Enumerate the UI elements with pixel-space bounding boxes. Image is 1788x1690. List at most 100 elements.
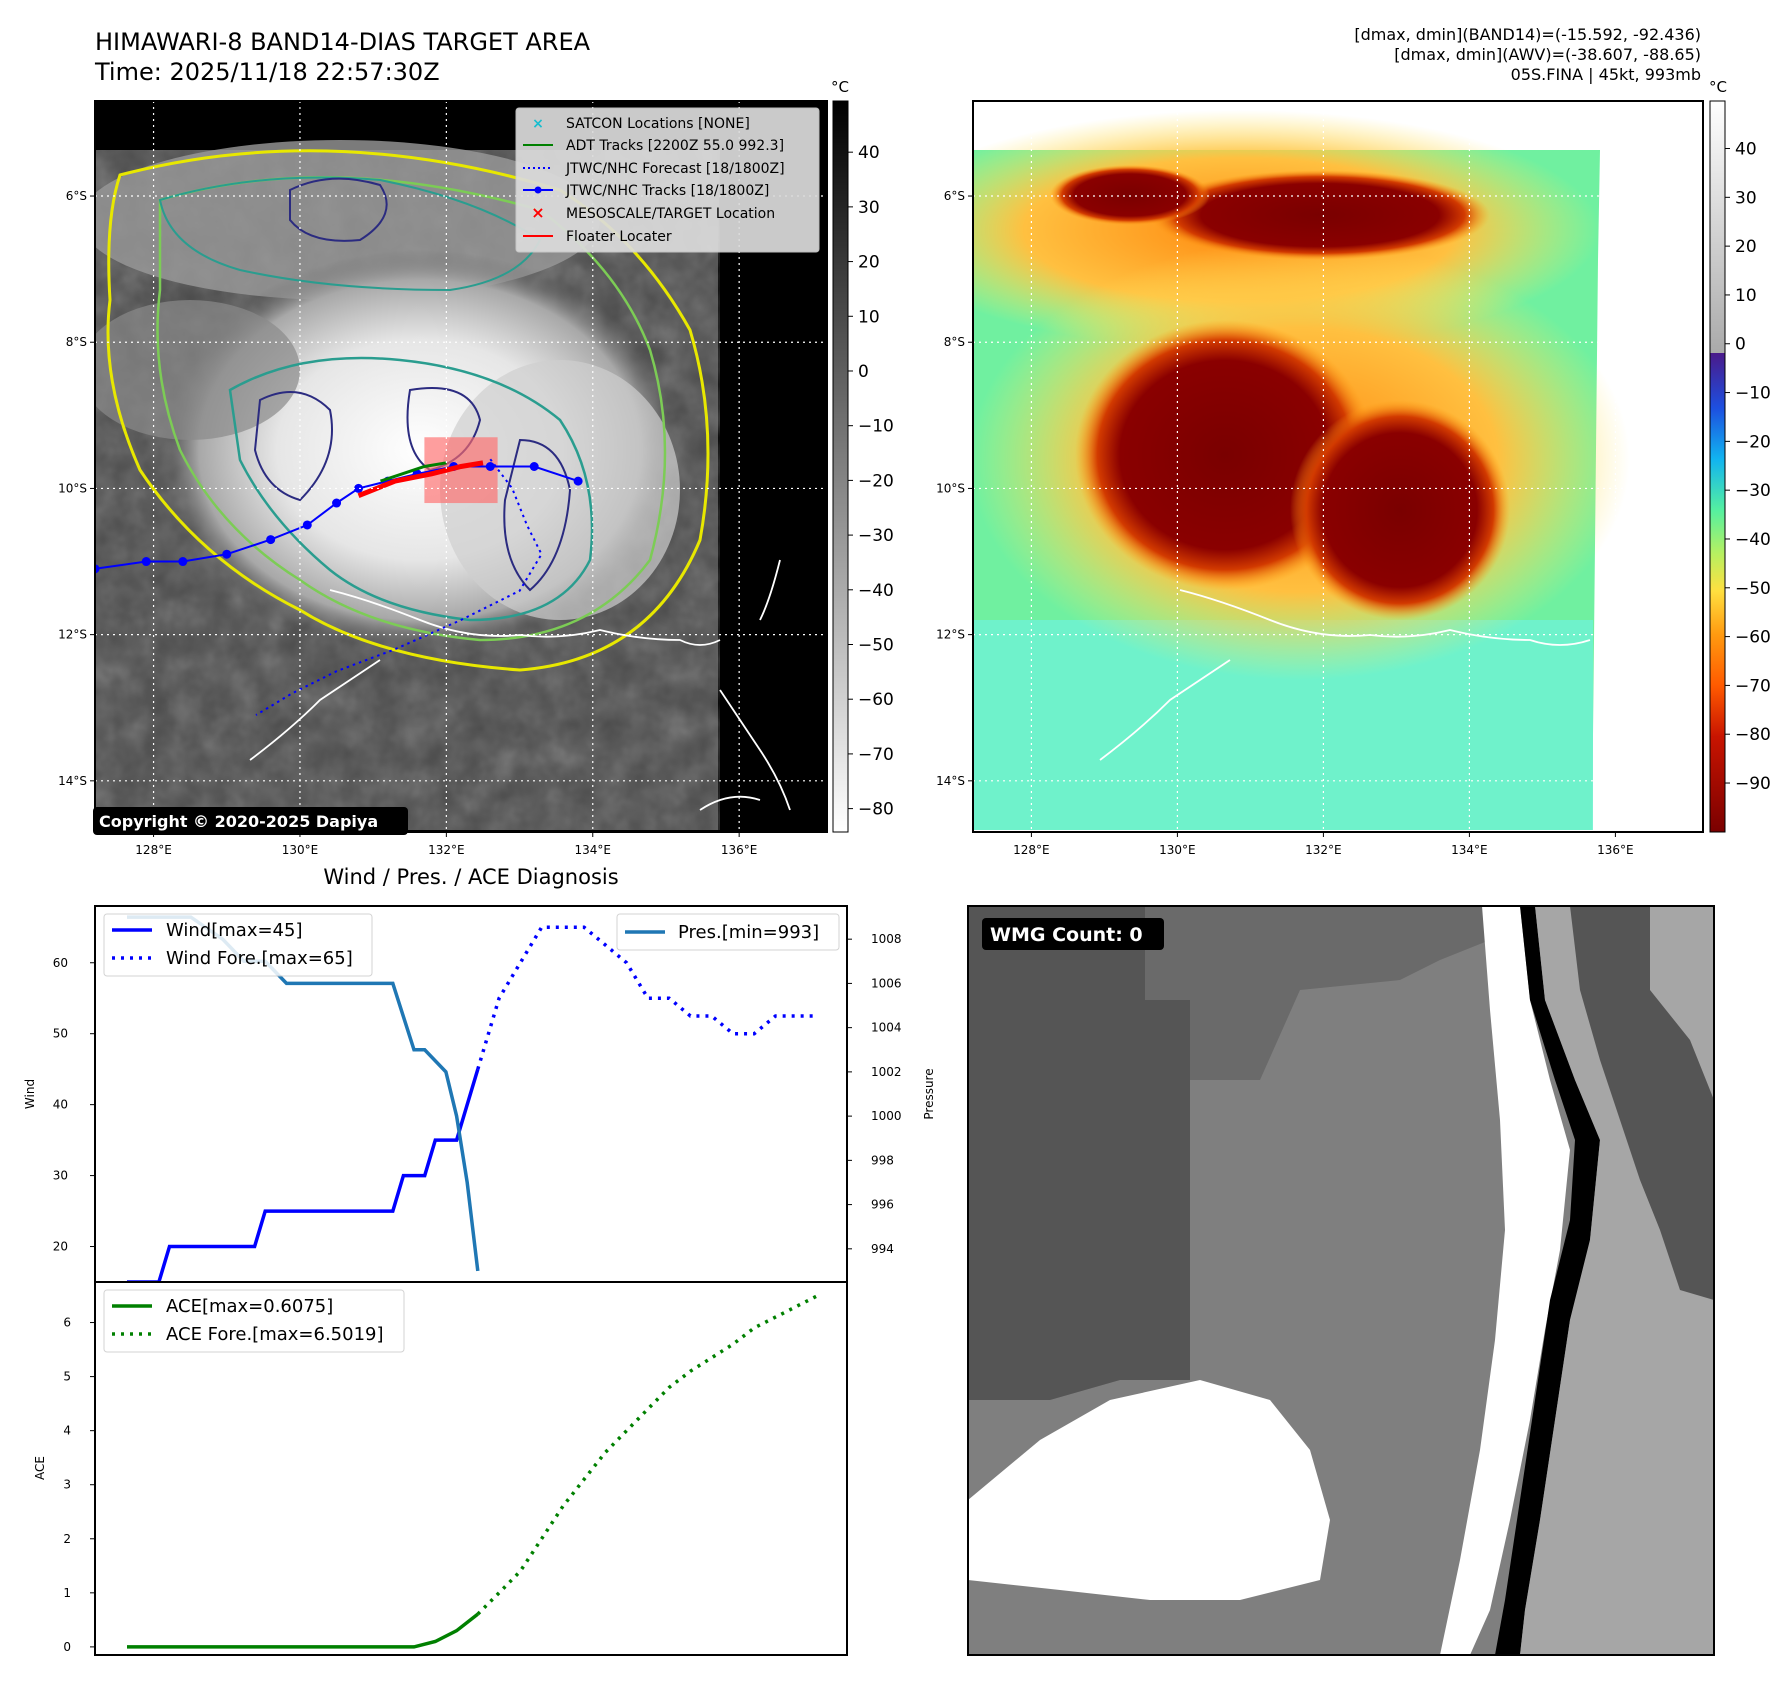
ir-xtick-label: 136°E (721, 843, 758, 857)
colorbar-tick-label: 10 (1735, 286, 1757, 306)
ace-legend: ACE[max=0.6075] ACE Fore.[max=6.5019] (103, 1289, 405, 1353)
ace-ytick-label: 4 (63, 1424, 71, 1438)
jtwc-track-point (141, 557, 151, 567)
figure-time: Time: 2025/11/18 22:57:30Z (94, 58, 440, 86)
stats-awv: [dmax, dmin](AWV)=(-38.607, -88.65) (1394, 45, 1701, 64)
pressure-ytick-label: 1004 (871, 1021, 902, 1035)
wind-ytick-label: 60 (53, 956, 68, 970)
legend-label-forecast: JTWC/NHC Forecast [18/1800Z] (565, 161, 785, 177)
pressure-ytick-label: 1006 (871, 976, 902, 990)
colorbar-tick-label: −10 (1735, 384, 1771, 404)
colorbar-tick-label: −20 (858, 471, 894, 491)
pressure-yticks: 994 996 998 1000 1002 1004 1006 1008 (847, 932, 902, 1256)
wmg-panel: WMG Count: 0 (967, 905, 1715, 1656)
wind-ylabel: Wind (23, 1079, 37, 1109)
ace-ytick-label: 0 (63, 1640, 71, 1654)
enhanced-xtick-label: 136°E (1597, 843, 1634, 857)
colorbar-tick-label: −20 (1735, 432, 1771, 452)
wind-legend-box (103, 913, 373, 977)
enhanced-ytick-label: 14°S (936, 774, 965, 788)
colorbar-tick-label: −30 (858, 526, 894, 546)
pressure-legend-box (616, 913, 840, 951)
wmg-dark-east (1570, 906, 1714, 1300)
contour-navy-1 (289, 177, 388, 242)
ir-xtick-label: 128°E (135, 843, 172, 857)
enhanced-core-east (1290, 400, 1510, 620)
wmg-dark-north (1145, 906, 1490, 1080)
ir-ytick-label: 10°S (58, 481, 87, 495)
legend-label-tracks: JTWC/NHC Tracks [18/1800Z] (565, 183, 769, 199)
jtwc-track-point (485, 462, 495, 471)
jtwc-forecast-line (255, 458, 543, 716)
legend-label-floater: Floater Locater (566, 229, 672, 245)
wmg-dark-west (968, 906, 1190, 1400)
colorbar-tick-label: −80 (858, 800, 894, 820)
ace-series-line (127, 1612, 479, 1649)
enhanced-ytick-label: 6°S (944, 189, 965, 203)
figure-title: HIMAWARI-8 BAND14-DIAS TARGET AREA (95, 28, 591, 56)
legend-icon-satcon: × (532, 116, 544, 132)
ir-colorbar-unit: °C (831, 78, 849, 96)
ace-ytick-label: 2 (63, 1532, 71, 1546)
ir-map-xticks: 128°E 130°E 132°E 134°E 136°E (135, 832, 757, 857)
pressure-ytick-label: 996 (871, 1198, 894, 1212)
ir-ytick-label: 12°S (58, 628, 87, 642)
enhanced-map-frame (972, 100, 1704, 833)
enhanced-map-yticks: 6°S 8°S 10°S 12°S 14°S (936, 189, 973, 788)
colorbar-tick-label: −80 (1735, 725, 1771, 745)
ir-cloud-east (440, 360, 680, 620)
legend-label-satcon: SATCON Locations [NONE] (566, 116, 750, 132)
legend-label-target: MESOSCALE/TARGET Location (566, 206, 775, 222)
colorbar-tick-label: 40 (858, 143, 880, 163)
pressure-ytick-label: 1002 (871, 1065, 902, 1079)
wmg-label: WMG Count: 0 (990, 924, 1143, 946)
ir-map-yticks: 6°S 8°S 10°S 12°S 14°S (58, 189, 95, 788)
wind-pressure-chart: 20 30 40 50 60 994 996 998 1000 1002 1004 1006 1008… (23, 905, 936, 1284)
colorbar-tick-label: −40 (1735, 530, 1771, 550)
enhanced-map-xticks: 128°E 130°E 132°E 134°E 136°E (1013, 832, 1634, 857)
ir-ytick-label: 14°S (58, 774, 87, 788)
colorbar-tick-label: −10 (858, 417, 894, 437)
legend-label-adt: ADT Tracks [2200Z 55.0 992.3] (566, 138, 784, 154)
legend-box (515, 107, 820, 253)
pressure-ytick-label: 994 (871, 1242, 894, 1256)
ace-ylabel: ACE (33, 1456, 47, 1480)
colorbar-tick-label: −60 (858, 690, 894, 710)
stats-band14: [dmax, dmin](BAND14)=(-15.592, -92.436) (1354, 25, 1701, 44)
enhanced-ytick-label: 8°S (944, 335, 965, 349)
colorbar-tick-label: −50 (1735, 579, 1771, 599)
wind-legend: Wind[max=45] Wind Fore.[max=65] (103, 913, 373, 977)
enhanced-colorbar-ticks: 40 30 20 10 0 −10 −20 −30 −40 −50 −60 −70 −80 −90 (1725, 140, 1771, 794)
copyright-text: Copyright © 2020-2025 Dapiya (99, 812, 378, 831)
jtwc-track-point (573, 476, 583, 486)
contour-teal-north (158, 176, 542, 292)
wmg-white-band (1440, 906, 1570, 1655)
ir-map-frame (94, 100, 828, 833)
colorbar-tick-label: −30 (1735, 481, 1771, 501)
ir-colorbar-ticks: 40 30 20 10 0 −10 −20 −30 −40 −50 −60 −70 −80 (848, 143, 894, 820)
colorbar-tick-label: 40 (1735, 140, 1757, 160)
ir-map: × SATCON Locations [NONE] ADT Tracks [22… (58, 78, 894, 857)
ace-ytick-label: 1 (63, 1586, 71, 1600)
enhanced-gridlines (973, 101, 1703, 832)
pressure-legend: Pres.[min=993] (616, 913, 840, 951)
jtwc-track-point (529, 462, 539, 471)
colorbar-tick-label: 0 (1735, 335, 1746, 355)
jtwc-track-point (222, 549, 232, 559)
jtwc-track-point (95, 564, 100, 574)
ace-yticks: 0 1 2 3 4 5 6 (63, 1316, 95, 1654)
colorbar-tick-label: −50 (858, 635, 894, 655)
wind-forecast-legend-label: Wind Fore.[max=65] (166, 948, 353, 969)
wmg-frame (967, 905, 1715, 1656)
enhanced-xtick-label: 128°E (1013, 843, 1050, 857)
pressure-ytick-label: 1008 (871, 932, 902, 946)
ace-ytick-label: 5 (63, 1370, 71, 1384)
enhanced-ytick-label: 10°S (936, 481, 965, 495)
coastline-left (249, 559, 791, 811)
wind-series-line (127, 1068, 480, 1284)
legend-icon-target: × (531, 203, 544, 222)
jtwc-track-point (266, 535, 276, 545)
contour-navy-4 (503, 438, 572, 592)
colorbar-tick-label: −70 (858, 745, 894, 765)
